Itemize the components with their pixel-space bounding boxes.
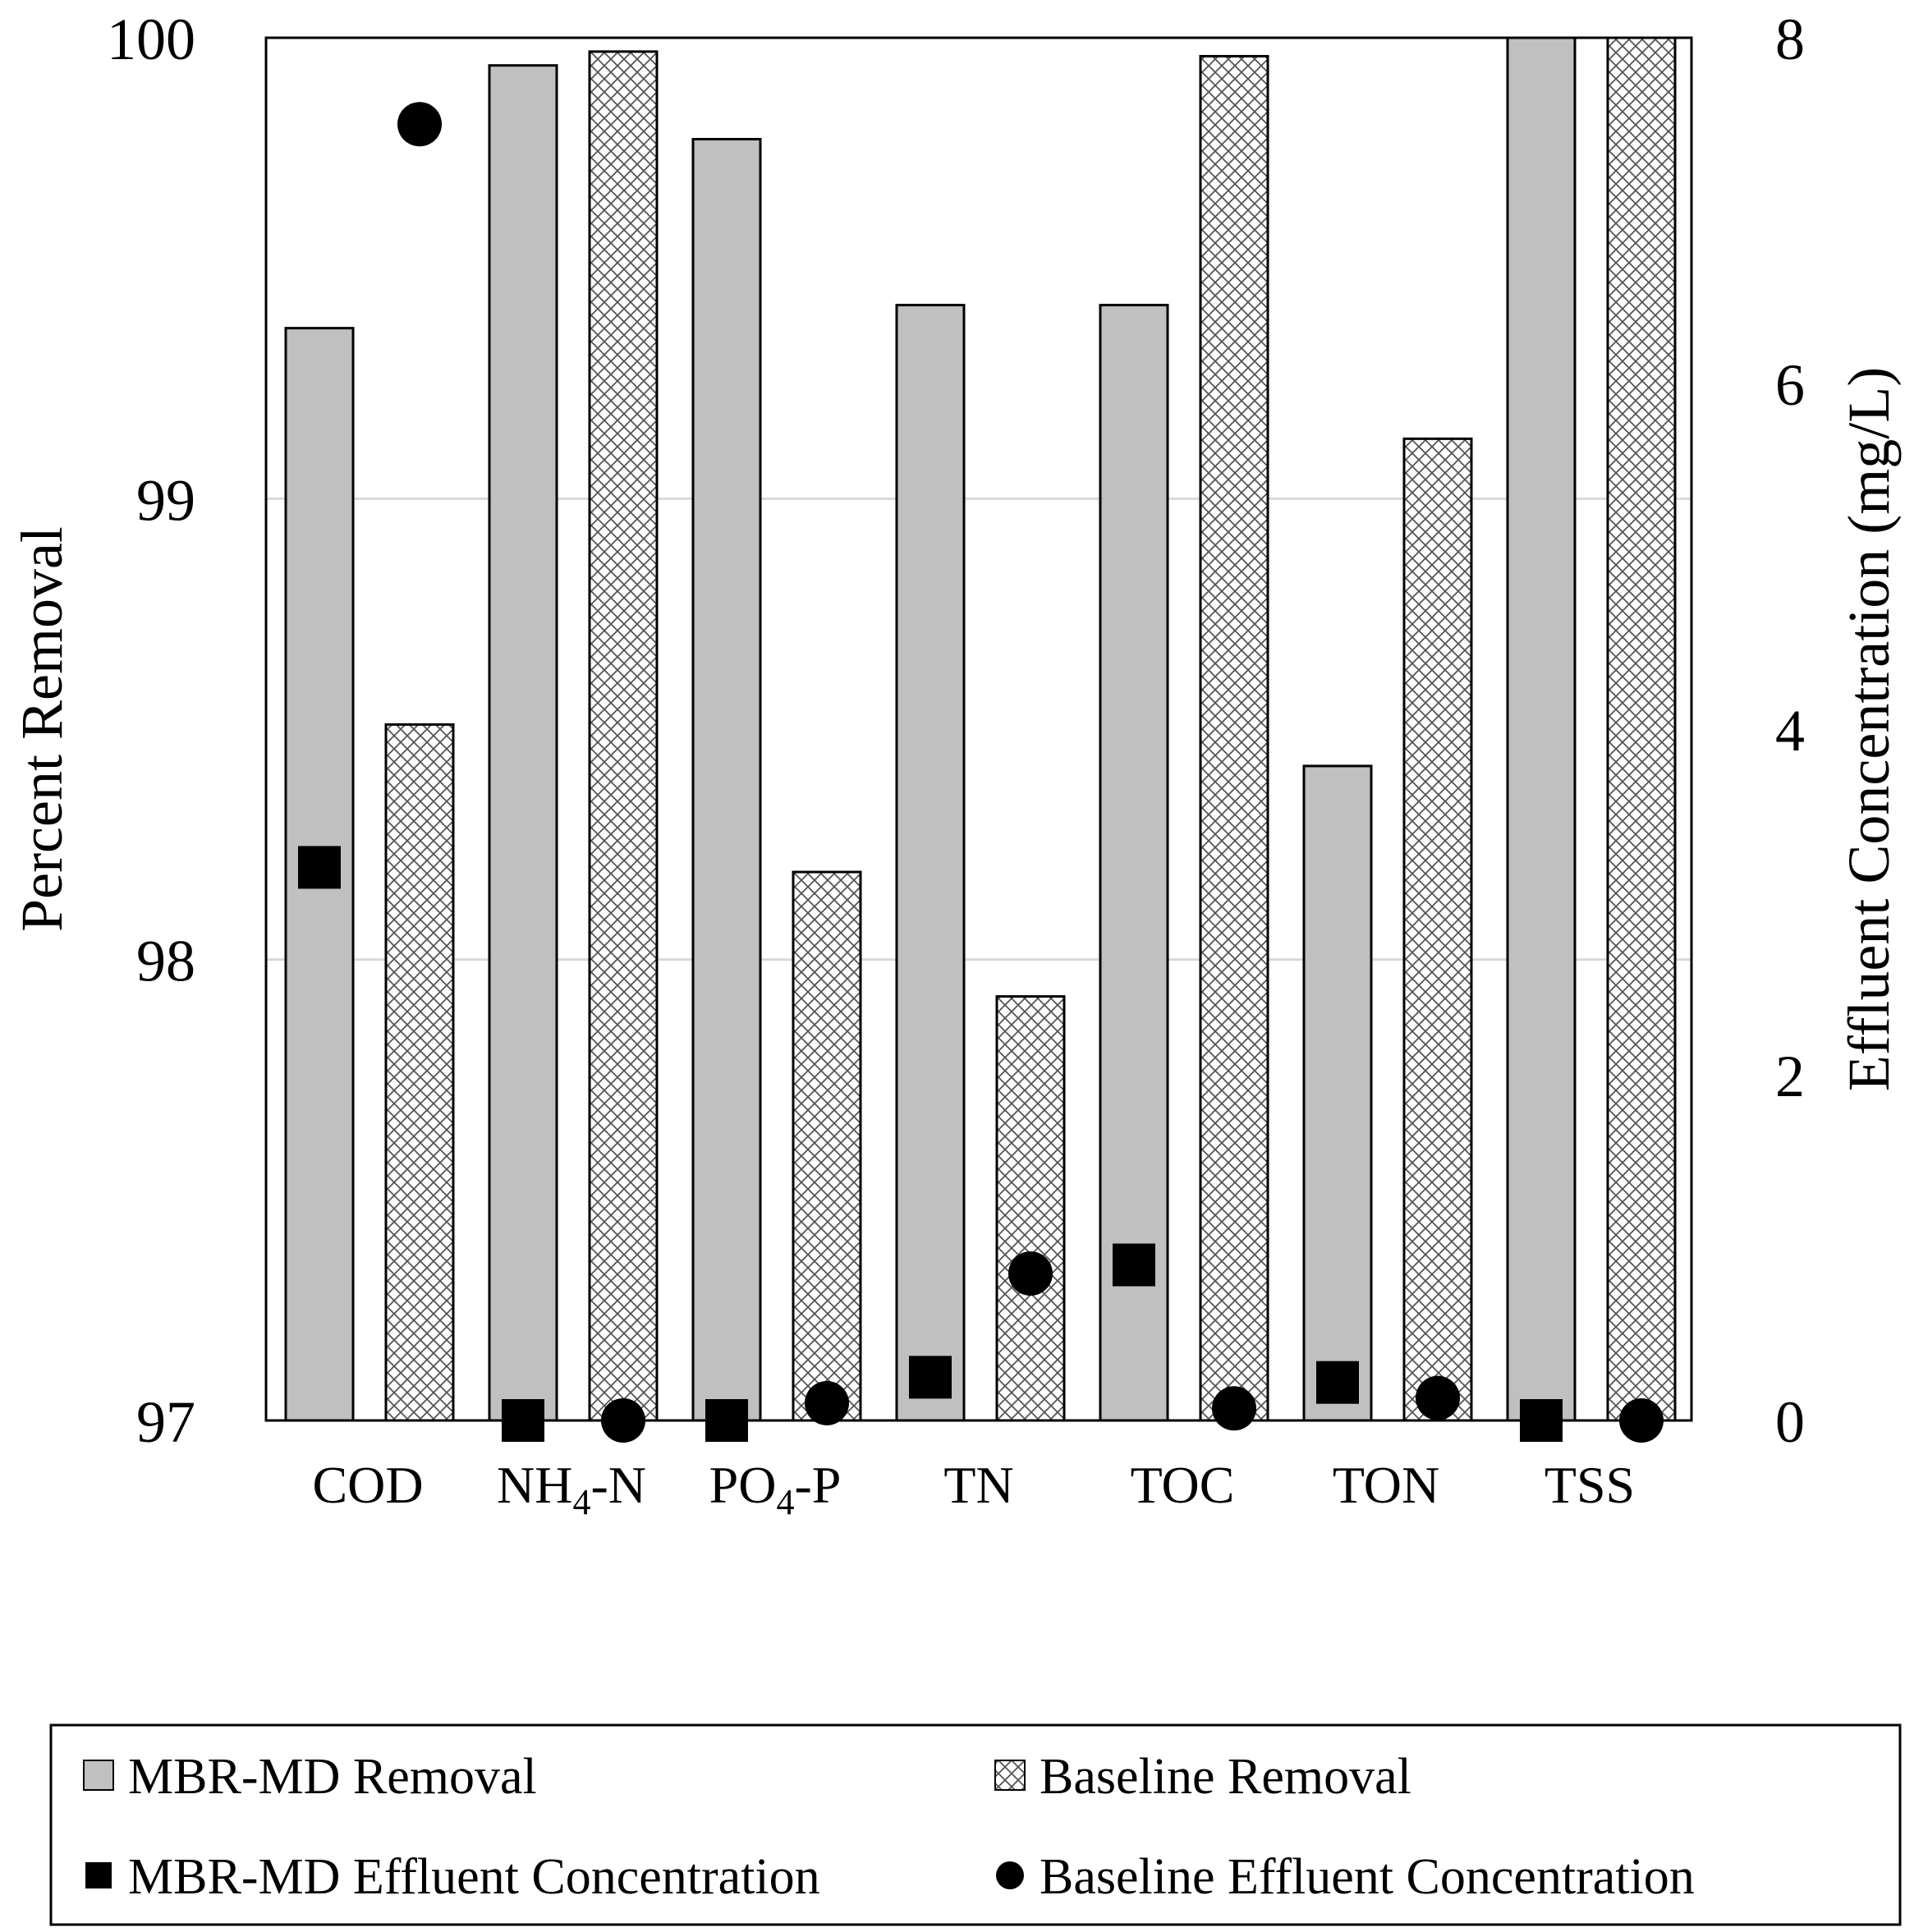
bar-mbr-md-removal xyxy=(1302,764,1373,1422)
left-axis-ticks: 97 98 99 100 xyxy=(107,7,195,1455)
bar-baseline-removal xyxy=(995,995,1066,1422)
left-tick-label: 97 xyxy=(136,1389,195,1455)
legend-label: Baseline Removal xyxy=(1040,1749,1411,1805)
marker-mbr-md-effluent xyxy=(1113,1243,1155,1287)
marker-baseline-effluent xyxy=(805,1380,849,1425)
marker-mbr-md-effluent xyxy=(1316,1361,1359,1404)
marker-baseline-effluent xyxy=(601,1398,645,1443)
x-tick-label: NH4-N xyxy=(497,1456,646,1522)
legend-swatch-gray xyxy=(83,1760,114,1791)
legend-label: MBR-MD Effluent Concentration xyxy=(128,1849,820,1905)
right-tick-label: 0 xyxy=(1775,1389,1805,1455)
legend-box xyxy=(49,1723,1902,1926)
marker-baseline-effluent xyxy=(1619,1398,1664,1443)
x-tick-label: TOC xyxy=(1131,1456,1235,1514)
right-tick-label: 6 xyxy=(1775,352,1805,418)
marker-mbr-md-effluent xyxy=(502,1399,544,1442)
marker-mbr-md-effluent xyxy=(1520,1399,1563,1442)
bar-baseline-removal xyxy=(1606,36,1677,1422)
x-tick-label: TON xyxy=(1333,1456,1439,1514)
bar-baseline-removal xyxy=(792,870,862,1422)
left-tick-label: 100 xyxy=(107,7,195,72)
x-axis-tick-labels: COD NH4-N PO4-P TN TOC TON TSS xyxy=(312,1456,1635,1522)
right-axis-label: Effluent Concentration (mg/L) xyxy=(1836,367,1902,1091)
plot-area-frame xyxy=(264,36,1693,1422)
left-axis-label: Percent Removal xyxy=(9,526,75,932)
legend-marker-square xyxy=(85,1862,112,1888)
marker-baseline-effluent xyxy=(1212,1386,1256,1431)
left-tick-label: 98 xyxy=(136,929,195,994)
right-tick-label: 4 xyxy=(1775,698,1805,764)
x-tick-label: TN xyxy=(943,1456,1013,1514)
legend: MBR-MD Removal Baseline Removal MBR-MD Eff… xyxy=(83,1749,1695,1905)
bar-mbr-md-removal xyxy=(1099,304,1169,1422)
bar-mbr-md-removal xyxy=(488,64,558,1422)
bar-baseline-removal xyxy=(1199,54,1269,1422)
right-tick-label: 8 xyxy=(1775,7,1805,72)
bar-baseline-removal xyxy=(588,50,659,1422)
right-axis-ticks: 0 2 4 6 8 xyxy=(1775,7,1805,1455)
markers xyxy=(298,102,1664,1443)
left-tick-label: 99 xyxy=(136,467,195,533)
bar-baseline-removal xyxy=(1402,437,1473,1422)
legend-marker-circle xyxy=(996,1861,1024,1889)
x-tick-label: PO4-P xyxy=(709,1456,842,1522)
legend-label: Baseline Effluent Concentration xyxy=(1040,1849,1695,1905)
x-tick-label: TSS xyxy=(1545,1456,1635,1514)
legend-swatch-hatch xyxy=(994,1760,1026,1791)
bar-mbr-md-removal xyxy=(691,137,762,1422)
bar-mbr-md-removal xyxy=(1506,36,1577,1422)
gridlines xyxy=(266,36,1691,961)
marker-mbr-md-effluent xyxy=(909,1356,952,1399)
bar-mbr-md-removal xyxy=(895,304,966,1422)
right-tick-label: 2 xyxy=(1775,1044,1805,1109)
marker-mbr-md-effluent xyxy=(298,846,341,889)
bar-baseline-removal xyxy=(384,723,455,1422)
bars xyxy=(284,36,1677,1422)
marker-baseline-effluent xyxy=(1008,1251,1053,1296)
legend-label: MBR-MD Removal xyxy=(128,1749,537,1805)
x-tick-label: COD xyxy=(312,1456,423,1514)
marker-mbr-md-effluent xyxy=(705,1399,748,1442)
marker-baseline-effluent xyxy=(1416,1375,1460,1420)
marker-baseline-effluent xyxy=(397,102,442,147)
